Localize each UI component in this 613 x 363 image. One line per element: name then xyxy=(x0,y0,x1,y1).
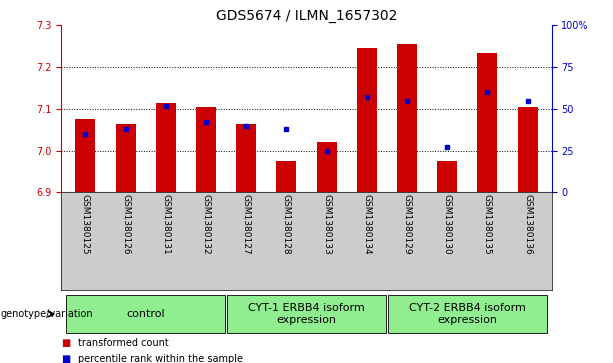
Bar xyxy=(156,103,176,192)
Text: ■: ■ xyxy=(61,338,70,348)
Bar xyxy=(397,44,417,192)
Text: GSM1380125: GSM1380125 xyxy=(81,194,90,255)
Bar xyxy=(196,107,216,192)
Bar xyxy=(276,161,297,192)
Bar xyxy=(357,48,377,192)
Text: GSM1380126: GSM1380126 xyxy=(121,194,130,255)
Text: ■: ■ xyxy=(61,354,70,363)
Text: genotype/variation: genotype/variation xyxy=(1,309,93,319)
Text: GSM1380128: GSM1380128 xyxy=(282,194,291,255)
Text: GSM1380135: GSM1380135 xyxy=(483,194,492,255)
Text: GSM1380133: GSM1380133 xyxy=(322,194,331,255)
Text: GSM1380127: GSM1380127 xyxy=(242,194,251,255)
Text: CYT-1 ERBB4 isoform
expression: CYT-1 ERBB4 isoform expression xyxy=(248,303,365,325)
Text: GSM1380136: GSM1380136 xyxy=(523,194,532,255)
Text: control: control xyxy=(126,309,165,319)
Bar xyxy=(75,119,96,192)
Bar xyxy=(116,123,135,192)
Bar xyxy=(387,295,547,333)
Text: CYT-2 ERBB4 isoform
expression: CYT-2 ERBB4 isoform expression xyxy=(409,303,526,325)
Bar xyxy=(478,53,497,192)
Title: GDS5674 / ILMN_1657302: GDS5674 / ILMN_1657302 xyxy=(216,9,397,23)
Bar xyxy=(236,123,256,192)
Bar xyxy=(437,161,457,192)
Text: percentile rank within the sample: percentile rank within the sample xyxy=(78,354,243,363)
Bar xyxy=(66,295,226,333)
Text: GSM1380132: GSM1380132 xyxy=(202,194,210,255)
Text: GSM1380129: GSM1380129 xyxy=(403,194,411,255)
Text: transformed count: transformed count xyxy=(78,338,169,348)
Bar xyxy=(227,295,386,333)
Bar xyxy=(517,107,538,192)
Text: GSM1380130: GSM1380130 xyxy=(443,194,452,255)
Text: GSM1380131: GSM1380131 xyxy=(161,194,170,255)
Text: GSM1380134: GSM1380134 xyxy=(362,194,371,255)
Bar xyxy=(316,142,337,192)
